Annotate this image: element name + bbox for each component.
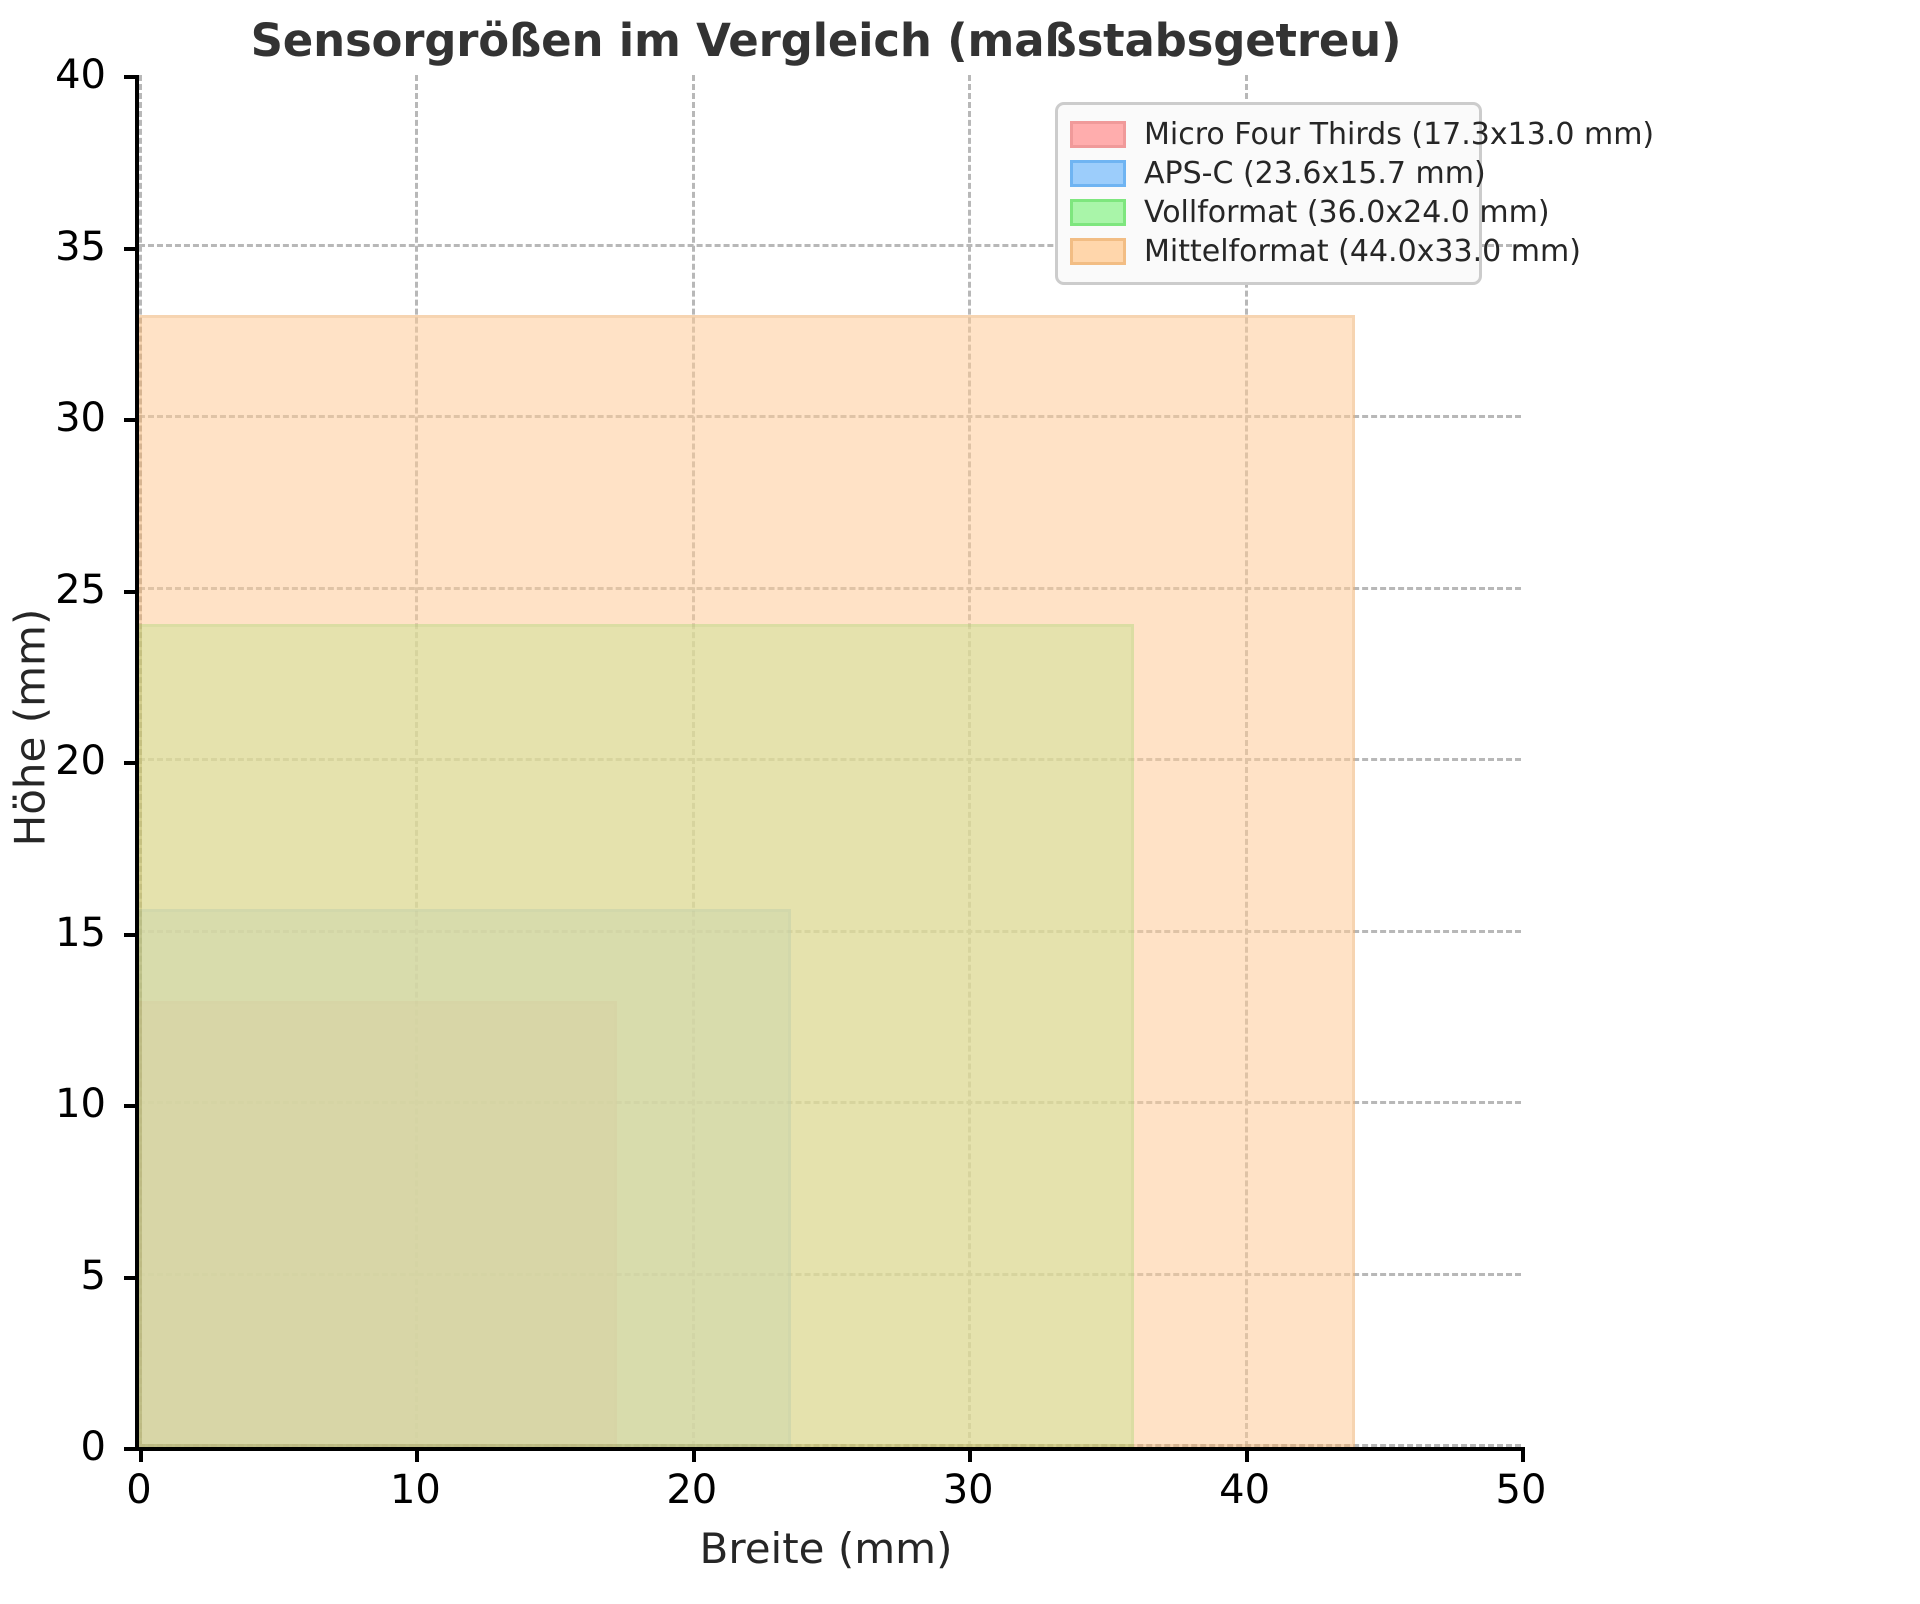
legend-item-label: Vollformat (36.0x24.0 mm) bbox=[1144, 194, 1550, 230]
plot-canvas bbox=[139, 75, 1521, 1447]
legend-item[interactable]: Mittelformat (44.0x33.0 mm) bbox=[1070, 232, 1581, 271]
x-tick-label: 10 bbox=[389, 1467, 441, 1513]
y-tick-mark bbox=[124, 932, 139, 937]
y-tick-label: 15 bbox=[55, 909, 106, 956]
y-tick-label: 20 bbox=[55, 738, 106, 784]
x-tick-mark bbox=[691, 1447, 696, 1462]
plot-area: 0 10 20 30 40 50 0 5 10 15 20 25 30 35 40 bbox=[55, 52, 1546, 1513]
x-tick-label: 50 bbox=[1495, 1467, 1547, 1513]
sensor-rect bbox=[139, 315, 1356, 1447]
legend-item-label: Mittelformat (44.0x33.0 mm) bbox=[1144, 233, 1581, 269]
legend-swatch bbox=[1070, 160, 1126, 187]
legend-swatch bbox=[1070, 121, 1126, 148]
x-tick-label: 30 bbox=[942, 1467, 994, 1513]
x-tick-mark bbox=[139, 1447, 143, 1462]
x-tick-mark bbox=[1244, 1447, 1249, 1462]
y-tick-mark bbox=[124, 1447, 139, 1451]
y-tick-label: 30 bbox=[55, 395, 106, 441]
legend-item[interactable]: Micro Four Thirds (17.3x13.0 mm) bbox=[1070, 115, 1654, 154]
y-tick-label: 25 bbox=[55, 566, 106, 613]
y-tick-mark bbox=[124, 761, 139, 765]
y-tick-mark bbox=[124, 1275, 139, 1280]
y-axis-label: Höhe (mm) bbox=[5, 608, 55, 847]
y-tick-mark bbox=[124, 75, 139, 79]
legend-item[interactable]: Vollformat (36.0x24.0 mm) bbox=[1070, 193, 1550, 232]
legend-item-label: Micro Four Thirds (17.3x13.0 mm) bbox=[1144, 116, 1655, 152]
x-tick-label: 0 bbox=[126, 1467, 152, 1513]
y-tick-label: 10 bbox=[55, 1081, 106, 1127]
y-tick-label: 0 bbox=[80, 1424, 106, 1470]
legend-item-label: APS-C (23.6x15.7 mm) bbox=[1144, 155, 1486, 191]
x-tick-mark bbox=[1521, 1447, 1525, 1462]
x-tick-label: 20 bbox=[666, 1467, 718, 1513]
y-tick-label: 5 bbox=[80, 1252, 106, 1299]
y-tick-label: 40 bbox=[55, 52, 106, 98]
legend-swatch bbox=[1070, 238, 1126, 265]
chart-legend: Micro Four Thirds (17.3x13.0 mm) APS-C (2… bbox=[1055, 102, 1654, 285]
y-tick-mark bbox=[124, 1104, 139, 1108]
y-tick-mark bbox=[124, 589, 139, 594]
legend-item[interactable]: APS-C (23.6x15.7 mm) bbox=[1070, 154, 1486, 193]
x-tick-label: 40 bbox=[1219, 1467, 1271, 1513]
y-tick-mark bbox=[124, 246, 139, 251]
x-axis-label: Breite (mm) bbox=[699, 1524, 953, 1573]
x-tick-mark bbox=[968, 1447, 973, 1462]
legend-swatch bbox=[1070, 199, 1126, 226]
chart-title: Sensorgrößen im Vergleich (maßstabsgetre… bbox=[250, 14, 1402, 67]
x-tick-mark bbox=[415, 1447, 420, 1462]
y-tick-label: 35 bbox=[55, 223, 106, 270]
y-tick-mark bbox=[124, 418, 139, 422]
